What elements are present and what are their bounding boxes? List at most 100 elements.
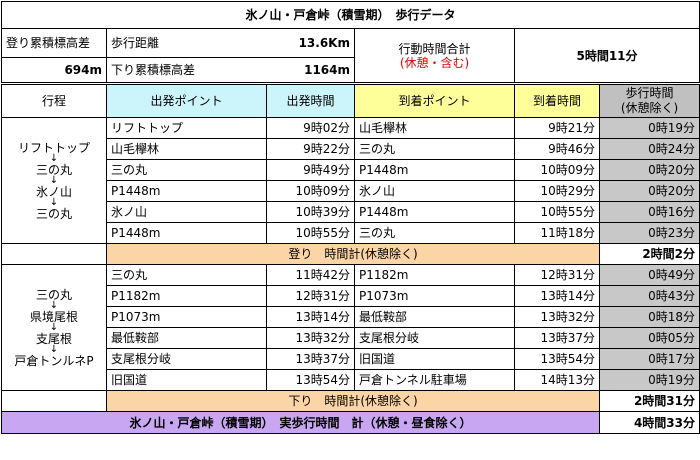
title-row: 氷ノ山・戸倉峠（積雪期） 歩行データ (0, 1, 700, 29)
table-row: P1448m 10時09分 氷ノ山 10時29分 0時20分 (2, 180, 700, 202)
header-walk-time-line2: (休憩除く) (620, 101, 679, 115)
arrive-point: P1448m (354, 159, 515, 181)
arrive-time: 13時37分 (514, 327, 600, 349)
grand-total-label: 氷ノ山・戸倉峠（積雪期） 実歩行時間 計（休憩・昼食除く） (1, 411, 600, 434)
arrive-time: 9時21分 (514, 117, 600, 139)
arrive-point: P1073m (354, 285, 515, 307)
depart-time: 13時32分 (266, 327, 355, 349)
action-time-value: 5時間11分 (513, 28, 700, 84)
arrive-point: 三の丸 (354, 138, 515, 160)
walk-time: 0時18分 (598, 306, 700, 328)
arrive-point: 旧国道 (354, 348, 515, 370)
walk-time: 0時23分 (598, 222, 700, 244)
header-depart-point: 出発ポイント (106, 82, 267, 118)
route-point: 三の丸 (35, 206, 72, 221)
down-arrow-icon: ↓ (49, 299, 59, 311)
arrive-point: 氷ノ山 (354, 180, 515, 202)
arrive-time: 13時32分 (514, 306, 600, 328)
walk-time: 0時20分 (598, 180, 700, 202)
walk-time: 0時16分 (598, 201, 700, 223)
header-depart-time: 出発時間 (266, 82, 355, 118)
action-time-cell: 行動時間合計 (休憩・含む) (354, 28, 515, 84)
depart-time: 9時49分 (266, 159, 355, 181)
header-walk-time: 歩行時間 (休憩除く) (598, 82, 700, 118)
grand-total-value: 4時間33分 (598, 411, 700, 434)
distance-label: 歩行距離 (106, 28, 267, 58)
depart-time: 12時31分 (266, 285, 355, 307)
table-row: 山毛欅林 9時22分 三の丸 9時46分 0時24分 (2, 138, 700, 160)
depart-time: 11時42分 (266, 264, 355, 286)
distance-value: 13.6Km (266, 28, 355, 58)
walk-time: 0時19分 (598, 369, 700, 391)
route-point: 戸倉トンルネP (14, 353, 94, 368)
walking-data-table: 氷ノ山・戸倉峠（積雪期） 歩行データ 登り累積標高差 歩行距離 13.6Km 行… (0, 1, 700, 434)
table-row: 三の丸 ↓ 県境尾根 ↓ 支尾根 ↓ 戸倉トンルネP 三の丸 11時42分 P1… (1, 264, 700, 391)
subtotal-row-descent: 下り 時間計(休憩除く) 2時間31分 (1, 390, 700, 412)
down-arrow-icon: ↓ (49, 174, 59, 186)
route-cell-descent: 三の丸 ↓ 県境尾根 ↓ 支尾根 ↓ 戸倉トンルネP (1, 264, 107, 391)
arrive-point: 戸倉トンネル駐車場 (354, 369, 515, 391)
header-route: 行程 (1, 82, 107, 118)
walk-time: 0時49分 (598, 264, 700, 286)
ascent-label: 登り累積標高差 (1, 28, 107, 58)
route-point: 三の丸 (35, 287, 72, 302)
depart-point: 三の丸 (106, 264, 267, 286)
header-arrive-point: 到着ポイント (354, 82, 515, 118)
table-row: 三の丸 9時49分 P1448m 10時09分 0時20分 (2, 159, 700, 181)
arrive-time: 12時31分 (514, 264, 600, 286)
table-row: 最低鞍部 13時32分 支尾根分岐 13時37分 0時05分 (2, 327, 700, 349)
descent-value: 1164m (266, 57, 355, 84)
arrive-point: 支尾根分岐 (354, 327, 515, 349)
route-point: 支尾根 (35, 331, 72, 346)
subtotal-row-ascent: 登り 時間計(休憩除く) 2時間2分 (1, 243, 700, 265)
table-row: 旧国道 13時54分 戸倉トンネル駐車場 14時13分 0時19分 (2, 369, 700, 391)
header-arrive-time: 到着時間 (514, 82, 600, 118)
depart-point: リフトトップ (106, 117, 267, 139)
depart-time: 13時14分 (266, 306, 355, 328)
table-row: P1182m 12時31分 P1073m 13時14分 0時43分 (2, 285, 700, 307)
route-point: 三の丸 (35, 162, 72, 177)
page-title: 氷ノ山・戸倉峠（積雪期） 歩行データ (0, 1, 700, 29)
grand-total-row: 氷ノ山・戸倉峠（積雪期） 実歩行時間 計（休憩・昼食除く） 4時間33分 (1, 411, 700, 434)
depart-point: P1448m (106, 180, 267, 202)
depart-time: 13時37分 (266, 348, 355, 370)
header-row: 行程 出発ポイント 出発時間 到着ポイント 到着時間 歩行時間 (休憩除く) (1, 82, 700, 118)
depart-point: P1073m (106, 306, 267, 328)
arrive-time: 10時55分 (514, 201, 600, 223)
route-point: リフトトップ (17, 140, 90, 155)
depart-time: 10時09分 (266, 180, 355, 202)
depart-point: 支尾根分岐 (106, 348, 267, 370)
descent-label: 下り累積標高差 (106, 57, 267, 84)
walk-time: 0時20分 (598, 159, 700, 181)
depart-point: 最低鞍部 (106, 327, 267, 349)
down-arrow-icon: ↓ (49, 321, 59, 333)
walk-time: 0時19分 (598, 117, 700, 139)
subtotal-value-descent: 2時間31分 (598, 390, 700, 412)
table-row: リフトトップ ↓ 三の丸 ↓ 氷ノ山 ↓ 三の丸 リフトトップ 9時02分 山毛… (1, 117, 700, 244)
arrive-time: 14時13分 (514, 369, 600, 391)
down-arrow-icon: ↓ (49, 152, 59, 164)
arrive-point: P1182m (354, 264, 515, 286)
walk-time: 0時17分 (598, 348, 700, 370)
arrive-time: 11時18分 (514, 222, 600, 244)
arrive-point: 山毛欅林 (354, 117, 515, 139)
arrive-time: 13時54分 (514, 348, 600, 370)
table-row: P1073m 13時14分 最低鞍部 13時32分 0時18分 (2, 306, 700, 328)
action-time-label: 行動時間合計 (398, 41, 471, 56)
table-row: 支尾根分岐 13時37分 旧国道 13時54分 0時17分 (2, 348, 700, 370)
depart-point: P1182m (106, 285, 267, 307)
depart-point: 三の丸 (106, 159, 267, 181)
depart-time: 10時55分 (266, 222, 355, 244)
header-walk-time-line1: 歩行時間 (625, 86, 674, 101)
subtotal-value-ascent: 2時間2分 (598, 243, 700, 265)
depart-point: P1448m (106, 222, 267, 244)
depart-time: 10時39分 (266, 201, 355, 223)
action-time-note: (休憩・含む) (399, 55, 470, 70)
depart-point: 旧国道 (106, 369, 267, 391)
depart-point: 氷ノ山 (106, 201, 267, 223)
arrive-point: P1448m (354, 201, 515, 223)
down-arrow-icon: ↓ (49, 196, 59, 208)
table-row: P1448m 10時55分 三の丸 11時18分 0時23分 (2, 222, 700, 244)
walk-time: 0時43分 (598, 285, 700, 307)
